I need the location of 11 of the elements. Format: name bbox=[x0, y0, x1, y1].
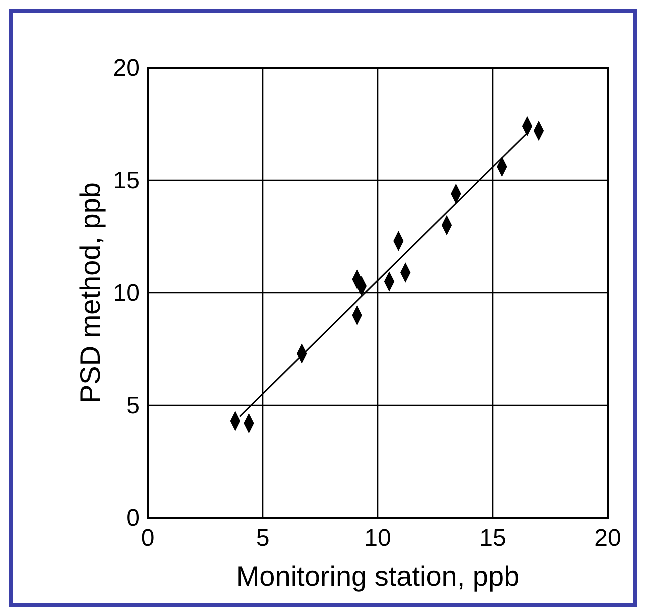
x-tick-label: 15 bbox=[480, 525, 506, 552]
y-tick-label: 20 bbox=[113, 55, 140, 82]
y-tick-label: 0 bbox=[126, 505, 140, 532]
x-axis-title: Monitoring station, ppb bbox=[236, 561, 520, 592]
y-tick-label: 5 bbox=[126, 392, 140, 420]
x-tick-label: 20 bbox=[594, 525, 622, 552]
y-tick-label: 15 bbox=[113, 168, 140, 194]
y-tick-label: 10 bbox=[113, 280, 140, 307]
x-tick-label: 10 bbox=[364, 525, 392, 552]
x-tick-label: 5 bbox=[256, 525, 270, 552]
y-axis-title: PSD method, ppb bbox=[75, 182, 106, 404]
